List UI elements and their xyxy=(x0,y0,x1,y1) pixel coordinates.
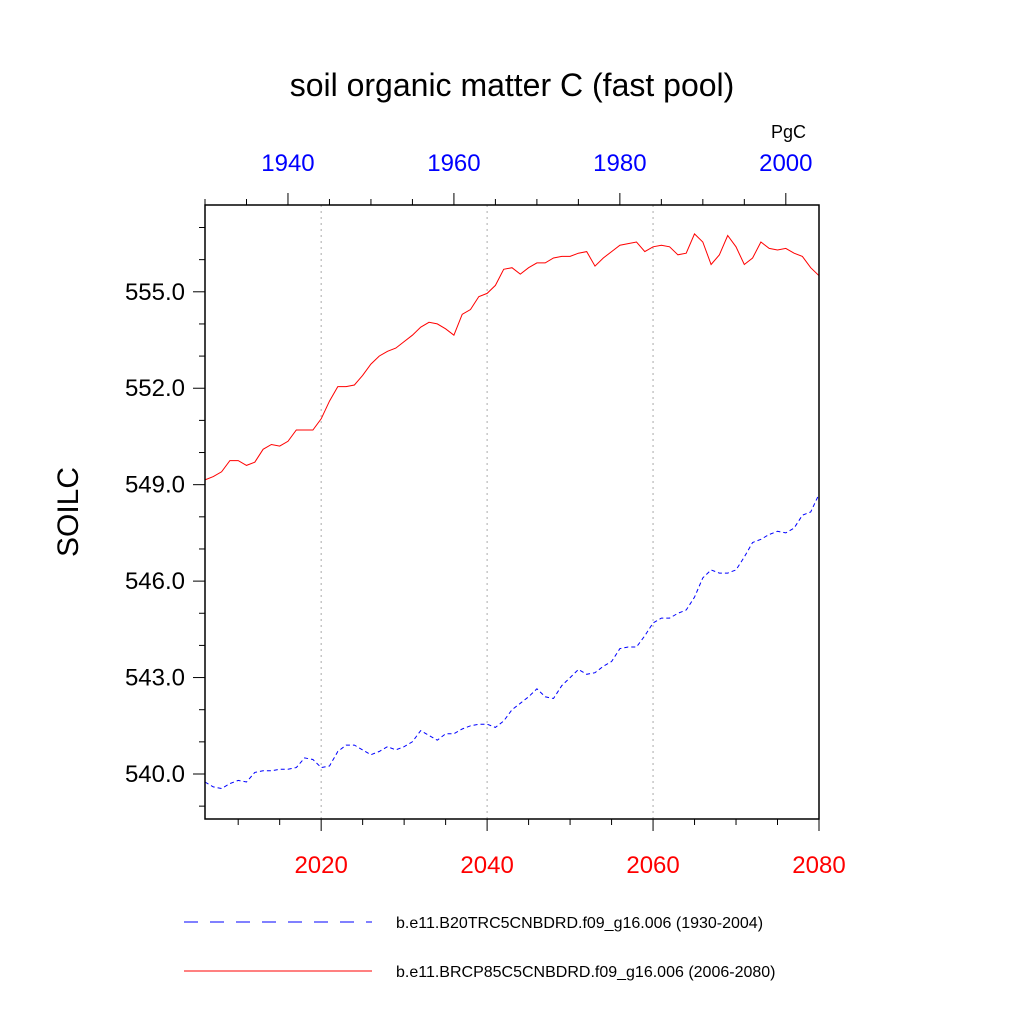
series-group xyxy=(204,233,820,790)
x-bottom-tick-label: 2080 xyxy=(792,852,845,879)
x-bottom-tick-label: 2020 xyxy=(294,852,347,879)
axis-tick-labels: 540.0 543.0 546.0 549.0 552.0 555.0 2020 2040 20… xyxy=(125,150,846,879)
x-top-tick-label: 1980 xyxy=(593,150,646,177)
series-line-rcp85 xyxy=(204,233,820,481)
units-label: PgC xyxy=(771,122,806,142)
chart-title: soil organic matter C (fast pool) xyxy=(290,67,735,103)
series-line-historical xyxy=(204,494,820,790)
x-bottom-tick-label: 2040 xyxy=(460,852,513,879)
y-tick-label: 555.0 xyxy=(125,279,185,306)
x-bottom-tick-label: 2060 xyxy=(626,852,679,879)
x-top-tick-label: 1960 xyxy=(427,150,480,177)
x-top-tick-label: 1940 xyxy=(261,150,314,177)
y-tick-label: 543.0 xyxy=(125,665,185,692)
legend-label-historical: b.e11.B20TRC5CNBDRD.f09_g16.006 (1930-20… xyxy=(396,915,763,932)
y-tick-label: 546.0 xyxy=(125,568,185,595)
plot-frame xyxy=(204,204,820,820)
x-top-tick-label: 2000 xyxy=(759,150,812,177)
y-tick-label: 552.0 xyxy=(125,375,185,402)
axis-ticks xyxy=(193,193,820,831)
legend-label-rcp85: b.e11.BRCP85C5CNBDRD.f09_g16.006 (2006-2… xyxy=(396,964,775,981)
legend: b.e11.B20TRC5CNBDRD.f09_g16.006 (1930-20… xyxy=(184,915,775,981)
y-tick-label: 540.0 xyxy=(125,761,185,788)
y-axis-label: SOILC xyxy=(52,467,85,557)
grid-lines xyxy=(320,205,654,819)
y-tick-label: 549.0 xyxy=(125,472,185,499)
